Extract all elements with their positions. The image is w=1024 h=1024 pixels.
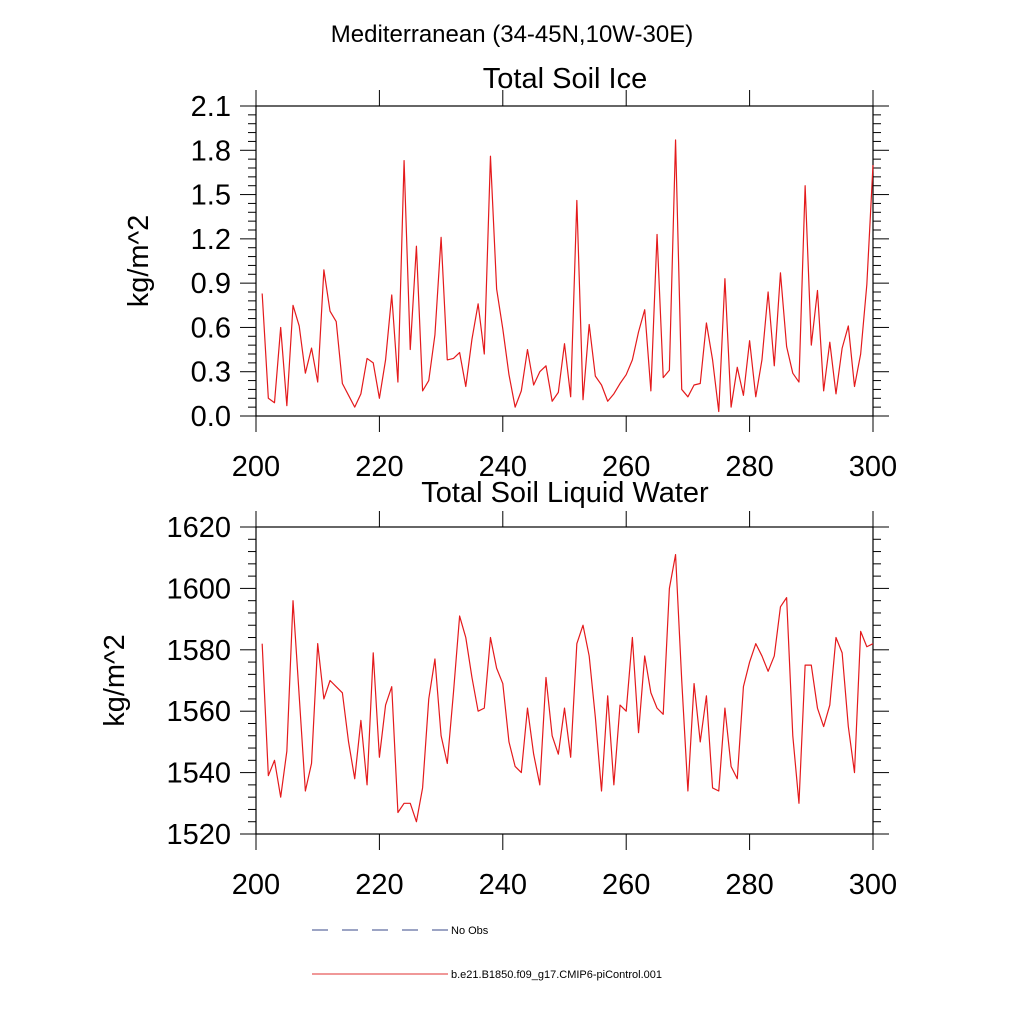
x-tick-label: 260 — [602, 451, 650, 483]
y-tick-label: 1600 — [166, 573, 231, 605]
legend-label-1: No Obs — [451, 925, 489, 937]
main-title: Mediterranean (34-45N,10W-30E) — [331, 21, 693, 48]
chart-panel-1: Total Soil Ice 0.0 0.3 0.6 0.9 1.2 1.5 1.8 2.1 20… — [123, 63, 897, 483]
chart-panel-2: Total Soil Liquid Water 1520 1540 1560 1580 1… — [99, 477, 897, 901]
x-tick-label: 240 — [479, 451, 527, 483]
y-axis-label: kg/m^2 — [123, 215, 155, 308]
legend: No Obs b.e21.B1850.f09_g17.CMIP6-piContro… — [312, 925, 662, 981]
y-tick-label: 0.9 — [191, 268, 231, 300]
panel-title: Total Soil Liquid Water — [421, 477, 709, 509]
y-tick-label: 1520 — [166, 819, 231, 851]
y-tick-label: 1580 — [166, 635, 231, 667]
x-tick-label: 200 — [232, 451, 280, 483]
legend-label-2: b.e21.B1850.f09_g17.CMIP6-piControl.001 — [451, 969, 662, 981]
y-tick-label: 1540 — [166, 758, 231, 790]
x-tick-label: 260 — [602, 869, 650, 901]
y-tick-label: 1620 — [166, 512, 231, 544]
series-line-1 — [261, 554, 874, 823]
y-tick-label: 1.8 — [191, 135, 231, 167]
x-tick-label: 200 — [232, 869, 280, 901]
x-tick-label: 220 — [355, 869, 403, 901]
plot-frame — [255, 526, 874, 835]
y-tick-label: 1.5 — [191, 180, 231, 212]
x-tick-label: 280 — [725, 869, 773, 901]
x-tick-label: 300 — [849, 869, 897, 901]
x-tick-label: 220 — [355, 451, 403, 483]
y-tick-label: 0.3 — [191, 357, 231, 389]
y-tick-label: 0.6 — [191, 312, 231, 344]
y-tick-label: 1560 — [166, 696, 231, 728]
series-line-1 — [261, 139, 874, 413]
plot-frame — [255, 105, 874, 417]
y-tick-label: 1.2 — [191, 224, 231, 256]
y-axis-label: kg/m^2 — [99, 634, 131, 727]
chart-panels: Total Soil Ice 0.0 0.3 0.6 0.9 1.2 1.5 1.8 2.1 20… — [99, 63, 897, 901]
panel-title: Total Soil Ice — [483, 63, 647, 95]
x-tick-label: 280 — [725, 451, 773, 483]
y-tick-label: 2.1 — [191, 91, 231, 123]
x-tick-label: 240 — [479, 869, 527, 901]
x-tick-label: 300 — [849, 451, 897, 483]
y-tick-label: 0.0 — [191, 401, 231, 433]
